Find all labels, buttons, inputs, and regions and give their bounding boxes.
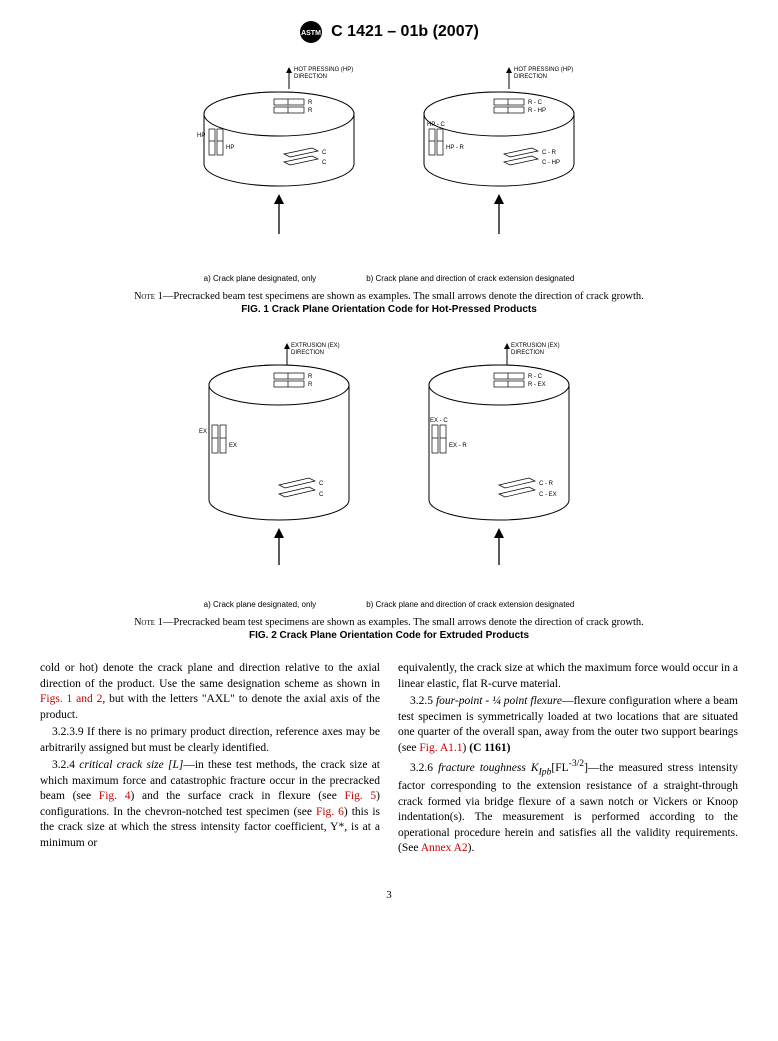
para-3-2-3-continued: cold or hot) denote the crack plane and … <box>40 661 380 723</box>
svg-text:EX: EX <box>229 443 237 449</box>
svg-text:R: R <box>308 108 313 114</box>
para-3-2-5: 3.2.5 four-point - ¼ point flexure—flexu… <box>398 694 738 756</box>
link-fig-5[interactable]: Fig. 5 <box>345 790 377 802</box>
fig1-title: FIG. 1 Crack Plane Orientation Code for … <box>40 304 738 315</box>
fig1-disc-left: HOT PRESSING (HP) DIRECTION R R <box>179 59 379 259</box>
svg-text:DIRECTION: DIRECTION <box>294 74 327 80</box>
link-figs-1-2[interactable]: Figs. 1 and 2 <box>40 693 102 705</box>
link-fig-a1-1[interactable]: Fig. A1.1 <box>419 742 462 754</box>
svg-text:R - EX: R - EX <box>528 382 546 388</box>
svg-text:C - R: C - R <box>542 150 557 156</box>
svg-text:C: C <box>322 150 327 156</box>
left-column: cold or hot) denote the crack plane and … <box>40 661 380 859</box>
fig2-note: Note 1—Precracked beam test specimens ar… <box>40 617 738 628</box>
svg-text:C: C <box>319 492 324 498</box>
standard-number: C 1421 – 01b (2007) <box>331 23 479 41</box>
svg-text:DIRECTION: DIRECTION <box>514 74 547 80</box>
svg-text:HP - C: HP - C <box>427 122 446 128</box>
fig2-subcaptions: a) Crack plane designated, only b) Crack… <box>40 600 738 609</box>
svg-text:ASTM: ASTM <box>301 30 321 37</box>
svg-text:HP - R: HP - R <box>446 145 465 151</box>
page-number: 3 <box>40 889 738 901</box>
svg-text:EXTRUSION (EX): EXTRUSION (EX) <box>511 343 560 349</box>
para-3-2-6: 3.2.6 fracture toughness KIpb[FL-3/2]—th… <box>398 758 738 857</box>
svg-text:EX: EX <box>199 429 207 435</box>
para-3-2-4-continued: equivalently, the crack size at which th… <box>398 661 738 692</box>
figure-1: HOT PRESSING (HP) DIRECTION R R <box>40 59 738 315</box>
svg-text:HP: HP <box>197 133 205 139</box>
fig1-note: Note 1—Precracked beam test specimens ar… <box>40 291 738 302</box>
link-fig-6[interactable]: Fig. 6 <box>316 806 344 818</box>
svg-text:R - C: R - C <box>528 374 543 380</box>
svg-text:HOT PRESSING (HP): HOT PRESSING (HP) <box>294 67 353 73</box>
body-text: cold or hot) denote the crack plane and … <box>40 661 738 859</box>
fig1-subcaptions: a) Crack plane designated, only b) Crack… <box>40 274 738 283</box>
svg-text:HOT PRESSING (HP): HOT PRESSING (HP) <box>514 67 573 73</box>
svg-text:EX - C: EX - C <box>430 418 448 424</box>
svg-text:R: R <box>308 100 313 106</box>
svg-text:C - EX: C - EX <box>539 492 557 498</box>
fig2-disc-left: EXTRUSION (EX) DIRECTION R R <box>179 335 379 585</box>
svg-text:DIRECTION: DIRECTION <box>291 350 324 356</box>
fig2-caption-b: b) Crack plane and direction of crack ex… <box>366 600 574 609</box>
svg-text:C: C <box>319 481 324 487</box>
figure-2: EXTRUSION (EX) DIRECTION R R <box>40 335 738 641</box>
svg-text:C - R: C - R <box>539 481 554 487</box>
para-3-2-3-9: 3.2.3.9 If there is no primary product d… <box>40 725 380 756</box>
page-header: ASTM C 1421 – 01b (2007) <box>40 20 738 49</box>
link-annex-a2[interactable]: Annex A2 <box>421 842 468 854</box>
svg-text:R - HP: R - HP <box>528 108 546 114</box>
fig2-disc-right: EXTRUSION (EX) DIRECTION R - C R - EX <box>399 335 599 585</box>
svg-text:EX - R: EX - R <box>449 443 467 449</box>
right-column: equivalently, the crack size at which th… <box>398 661 738 859</box>
svg-text:R: R <box>308 374 313 380</box>
para-3-2-4: 3.2.4 critical crack size [L]—in these t… <box>40 758 380 851</box>
link-fig-4[interactable]: Fig. 4 <box>99 790 131 802</box>
fig1-disc-right: HOT PRESSING (HP) DIRECTION R - C R - HP <box>399 59 599 259</box>
svg-text:DIRECTION: DIRECTION <box>511 350 544 356</box>
svg-text:HP: HP <box>226 145 234 151</box>
svg-text:R - C: R - C <box>528 100 543 106</box>
fig2-caption-a: a) Crack plane designated, only <box>204 600 317 609</box>
svg-text:EXTRUSION (EX): EXTRUSION (EX) <box>291 343 340 349</box>
astm-logo-icon: ASTM <box>299 20 323 44</box>
fig2-title: FIG. 2 Crack Plane Orientation Code for … <box>40 630 738 641</box>
svg-text:C - HP: C - HP <box>542 160 560 166</box>
svg-text:C: C <box>322 160 327 166</box>
fig1-caption-a: a) Crack plane designated, only <box>204 274 317 283</box>
svg-text:R: R <box>308 382 313 388</box>
fig1-caption-b: b) Crack plane and direction of crack ex… <box>366 274 574 283</box>
